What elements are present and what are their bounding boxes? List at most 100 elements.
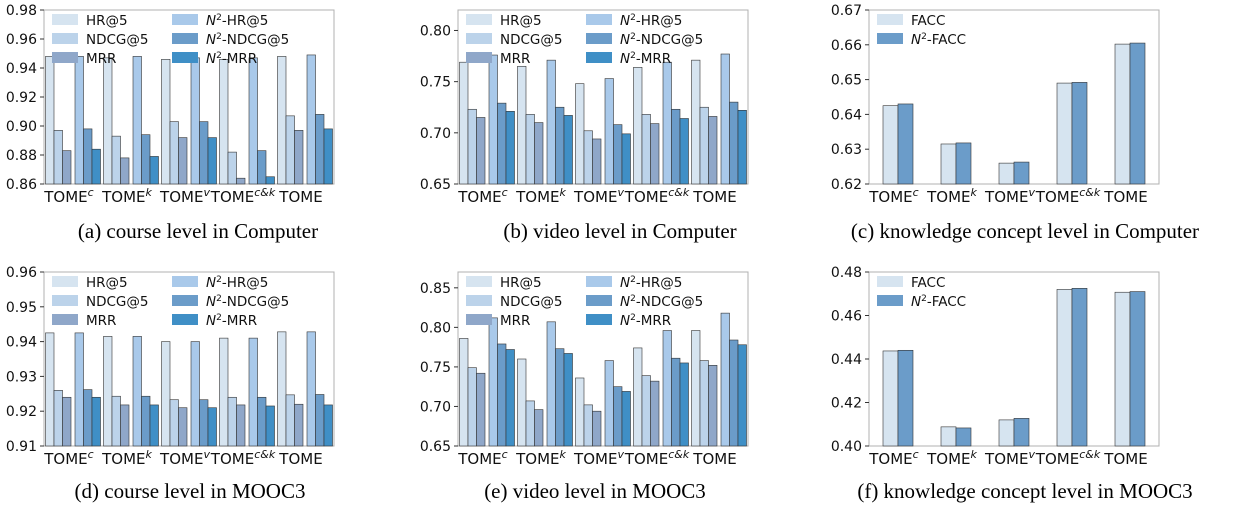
bar-n2-facc-2 [1013,418,1030,447]
bar-hr-at-5-0 [45,332,55,447]
y-tick-label: 0.44 [831,352,862,368]
x-tick-superscript: v [1028,448,1035,461]
bar-n2-hr-at-5-2 [190,57,200,185]
bar-n2-ndcg-at-5-0 [497,343,507,447]
x-tick-label-base: TOME [1035,188,1079,206]
legend-label: N2-NDCG@5 [620,294,703,310]
legend-swatch [466,295,492,306]
bar-n2-hr-at-5-0 [74,56,84,185]
bar-n2-mrr-0 [505,349,515,447]
x-tick-label-base: TOME [624,450,668,468]
bar-n2-hr-at-5-2 [604,78,614,185]
legend-swatch [877,14,903,25]
y-tick-label: 0.80 [420,320,451,336]
bar-n2-mrr-3 [265,176,275,185]
bar-ndcg-at-5-0 [53,390,63,447]
x-tick-label-base: TOME [926,188,970,206]
bar-n2-mrr-2 [621,133,631,185]
panel-caption: (e) video level in MOOC3 [484,479,706,503]
bar-mrr-2 [592,138,602,185]
bar-n2-hr-at-5-1 [132,336,142,447]
bar-mrr-1 [120,404,130,447]
bar-mrr-1 [534,122,544,185]
x-tick-label-base: TOME [1035,450,1079,468]
axes-frame [457,271,749,447]
x-tick-superscript: c&k [254,448,276,461]
y-tick-label: 0.75 [420,360,451,376]
x-tick-label: TOME [278,450,322,468]
bar-n2-hr-at-5-4 [306,54,316,185]
legend-swatch [52,276,78,287]
y-tick-label: 0.86 [6,177,37,193]
bar-hr-at-5-2 [161,58,171,185]
panel-caption: (c) knowledge concept level in Computer [851,219,1199,243]
bar-mrr-2 [178,137,188,185]
legend: FACC N2-FACC [877,275,966,310]
bar-mrr-1 [534,409,544,447]
bar-n2-ndcg-at-5-0 [83,128,93,185]
x-tick-superscript: c [913,448,919,461]
y-tick-label: 0.91 [6,439,37,455]
bar-facc-1 [940,426,957,447]
x-tick-superscript: c&k [668,448,690,461]
x-tick-label: TOME [1103,450,1147,468]
x-tick-label: TOMEv [159,186,210,206]
x-tick-label-base: TOME [43,188,87,206]
x-tick-label-base: TOME [692,188,736,206]
bar-n2-hr-at-5-3 [248,337,258,447]
panel-caption: (f) knowledge concept level in MOOC3 [857,479,1192,503]
x-tick-label: TOMEv [573,448,624,468]
bar-ndcg-at-5-1 [525,400,535,447]
y-tick-label: 0.85 [420,281,451,297]
bar-n2-mrr-0 [91,396,101,447]
y-tick-label: 0.65 [831,73,862,89]
x-tick-superscript: c&k [1079,448,1101,461]
bar-n2-hr-at-5-4 [306,331,316,447]
bar-hr-at-5-3 [219,58,229,185]
bar-facc-3 [1056,82,1073,185]
legend-swatch [172,276,198,287]
x-tick-superscript: c [88,448,94,461]
x-tick-label-base: TOME [624,188,668,206]
panel-caption: (d) course level in MOOC3 [75,479,306,503]
x-tick-label: TOMEc&k [1035,448,1101,468]
x-tick-superscript: k [560,448,567,461]
bar-hr-at-5-0 [459,338,469,447]
bar-mrr-2 [592,410,602,447]
x-tick-superscript: k [971,448,978,461]
bar-mrr-3 [650,123,660,185]
legend-swatch [52,14,78,25]
y-tick-label: 0.40 [831,439,862,455]
legend-swatch [172,14,198,25]
legend-label: N2-MRR [620,313,671,329]
bar-n2-mrr-0 [91,148,101,185]
legend-swatch [877,295,903,306]
legend-label: HR@5 [500,13,542,29]
bar-mrr-4 [708,365,718,447]
x-tick-label-base: TOME [101,450,145,468]
x-tick-label: TOMEv [984,186,1035,206]
x-tick-label-base: TOME [159,450,203,468]
bar-n2-hr-at-5-2 [604,360,614,447]
bar-n2-facc-3 [1071,288,1088,447]
legend-label: N2-HR@5 [206,275,268,291]
legend-label: N2-HR@5 [620,275,682,291]
x-tick-label: TOMEc&k [1035,186,1101,206]
bar-mrr-0 [476,117,486,185]
x-tick-label: TOMEk [101,448,152,468]
x-tick-superscript: c [502,448,508,461]
y-tick-label: 0.94 [6,61,37,77]
legend-label: HR@5 [86,13,128,29]
legend-label: N2-HR@5 [620,13,682,29]
x-tick-label: TOMEc [43,186,93,206]
bar-n2-mrr-2 [207,407,217,447]
x-tick-label-base: TOME [1103,188,1147,206]
bar-hr-at-5-3 [633,347,643,447]
legend-swatch [586,295,612,306]
bar-n2-ndcg-at-5-0 [497,102,507,185]
bar-facc-2 [998,162,1015,185]
x-tick-label: TOMEc [868,448,918,468]
axes-frame [43,271,335,447]
